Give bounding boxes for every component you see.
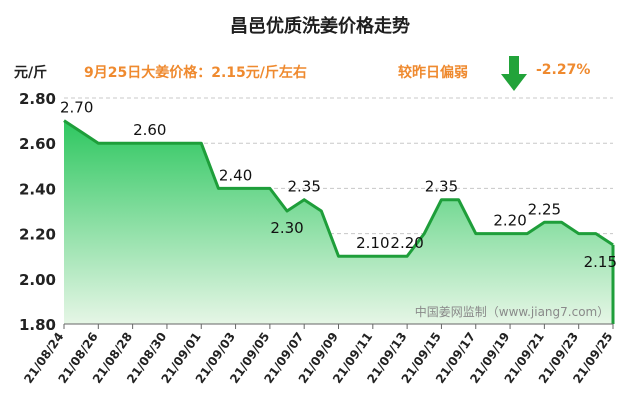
y-tick-label: 2.20 bbox=[19, 226, 56, 244]
y-tick-label: 1.80 bbox=[19, 316, 56, 334]
compare-label: 较昨日偏弱 bbox=[398, 65, 468, 81]
data-label: 2.10 bbox=[356, 234, 389, 252]
watermark: 中国姜网监制（www.jiang7.com） bbox=[415, 304, 609, 319]
price-note: 9月25日大姜价格：2.15元/斤左右 bbox=[84, 65, 307, 81]
y-tick-label: 2.00 bbox=[19, 271, 56, 289]
data-label: 2.20 bbox=[390, 234, 423, 252]
price-line bbox=[63, 119, 614, 258]
data-label: 2.60 bbox=[133, 121, 166, 139]
data-label: 2.20 bbox=[493, 212, 526, 230]
y-tick-label: 2.80 bbox=[19, 90, 56, 108]
unit-label: 元/斤 bbox=[14, 65, 48, 81]
down-arrow-icon bbox=[501, 56, 527, 91]
y-tick-label: 2.60 bbox=[19, 135, 56, 153]
chart-title: 昌邑优质洗姜价格走势 bbox=[230, 16, 410, 37]
data-label: 2.35 bbox=[287, 178, 320, 196]
data-label: 2.30 bbox=[270, 219, 303, 237]
data-label: 2.35 bbox=[425, 178, 458, 196]
data-label: 2.40 bbox=[219, 166, 252, 184]
data-label: 2.25 bbox=[528, 200, 561, 218]
data-label: 2.70 bbox=[60, 99, 93, 117]
price-area bbox=[64, 120, 613, 324]
y-tick-label: 2.40 bbox=[19, 180, 56, 198]
data-label: 2.15 bbox=[584, 253, 617, 271]
change-value: -2.27% bbox=[536, 62, 591, 78]
